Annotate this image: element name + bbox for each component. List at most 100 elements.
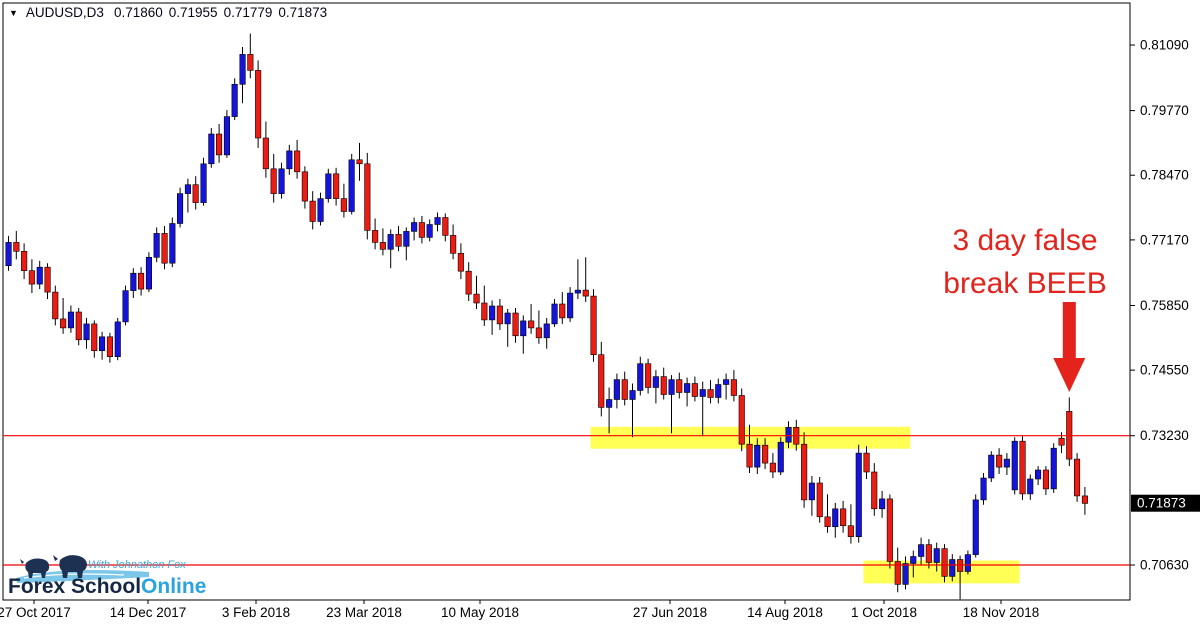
quote-close: 0.71873 — [278, 5, 328, 20]
candle — [418, 222, 425, 238]
candle — [543, 323, 550, 339]
candle — [606, 399, 613, 408]
candle — [535, 327, 542, 339]
candle — [364, 163, 371, 231]
candle — [769, 462, 776, 473]
plot-area[interactable] — [2, 2, 1131, 601]
time-axis[interactable]: 27 Oct 2017 14 Dec 2017 3 Feb 2018 23 Mar 2… — [0, 600, 1039, 620]
candle — [1019, 440, 1026, 495]
quote-high: 0.71955 — [168, 5, 218, 20]
logo-name: Forex SchoolOnline — [8, 575, 206, 599]
candle — [223, 116, 230, 156]
candle — [325, 173, 332, 199]
candle — [637, 363, 644, 391]
candle — [177, 193, 184, 224]
candle — [964, 554, 971, 572]
candle — [356, 159, 363, 165]
candle — [980, 477, 987, 501]
candle — [894, 561, 901, 585]
candle — [855, 452, 862, 538]
candle — [590, 295, 597, 356]
logo-name-dark: Forex School — [8, 575, 142, 598]
candle — [902, 563, 909, 585]
candle — [75, 311, 82, 341]
candle — [372, 230, 379, 243]
date-tick-label: 14 Aug 2018 — [747, 605, 823, 620]
candle — [762, 444, 769, 464]
candle — [208, 133, 215, 165]
candle — [1003, 458, 1010, 468]
candle — [816, 482, 823, 518]
candle — [91, 323, 98, 351]
candle — [200, 163, 207, 203]
price-tick-label: 0.73230 — [1140, 428, 1189, 443]
candle — [255, 70, 262, 139]
candle — [114, 321, 121, 357]
logo-tagline: With Johnathon Fox — [88, 559, 186, 571]
candle — [309, 200, 316, 222]
candle — [1042, 469, 1049, 490]
candle — [169, 223, 176, 264]
candle — [1074, 458, 1081, 497]
date-tick-label: 10 May 2018 — [441, 605, 519, 620]
candle — [403, 231, 410, 247]
candle — [145, 256, 152, 290]
candle — [106, 336, 113, 357]
candle — [457, 253, 464, 272]
symbol-dropdown-icon[interactable]: ▼ — [9, 7, 18, 18]
candle — [707, 389, 714, 398]
candle — [60, 318, 67, 329]
candle — [754, 444, 761, 468]
candle — [395, 234, 402, 247]
candle — [465, 270, 472, 295]
date-tick-label: 3 Feb 2018 — [222, 605, 290, 620]
candle — [434, 217, 441, 225]
quote-low: 0.71779 — [223, 5, 273, 20]
candle — [996, 454, 1003, 468]
candle — [1058, 437, 1065, 446]
highlight-zone — [590, 426, 911, 449]
quote-open: 0.71860 — [113, 5, 163, 20]
candle — [52, 291, 59, 320]
candle — [941, 548, 948, 577]
candle — [629, 390, 636, 400]
candle — [832, 508, 839, 527]
candle — [863, 452, 870, 473]
candle — [481, 302, 488, 321]
candle — [512, 312, 519, 337]
candle — [442, 217, 449, 236]
price-tick-label: 0.81090 — [1140, 38, 1189, 53]
date-tick-label: 18 Nov 2018 — [963, 605, 1040, 620]
candle — [847, 525, 854, 538]
candle — [801, 443, 808, 501]
candle — [286, 150, 293, 170]
candle — [918, 544, 925, 557]
candles-series — [5, 33, 1088, 600]
price-tick-label: 0.79770 — [1140, 103, 1189, 118]
price-axis[interactable]: 0.81090 0.79770 0.78470 0.77170 0.75850 0.745… — [1130, 38, 1200, 573]
candle — [808, 482, 815, 501]
candle — [559, 303, 566, 319]
candle — [44, 266, 51, 293]
horizontal-price-lines[interactable] — [3, 435, 1130, 566]
candle — [871, 471, 878, 510]
candle — [67, 311, 74, 329]
annotation-line-1: 3 day false — [952, 224, 1098, 257]
candle — [379, 242, 386, 250]
candle — [5, 242, 12, 266]
price-tick-label: 0.74550 — [1140, 363, 1189, 378]
candle — [574, 289, 581, 294]
candle — [684, 383, 691, 393]
candle — [301, 171, 308, 202]
candle — [738, 395, 745, 445]
candle — [262, 137, 269, 170]
date-tick-label: 1 Oct 2018 — [851, 605, 917, 620]
candle — [691, 383, 698, 397]
symbol-label: AUDUSD,D3 — [25, 5, 104, 20]
candle — [715, 384, 722, 398]
candle — [192, 184, 199, 203]
candle — [270, 168, 277, 194]
candle — [668, 379, 675, 395]
